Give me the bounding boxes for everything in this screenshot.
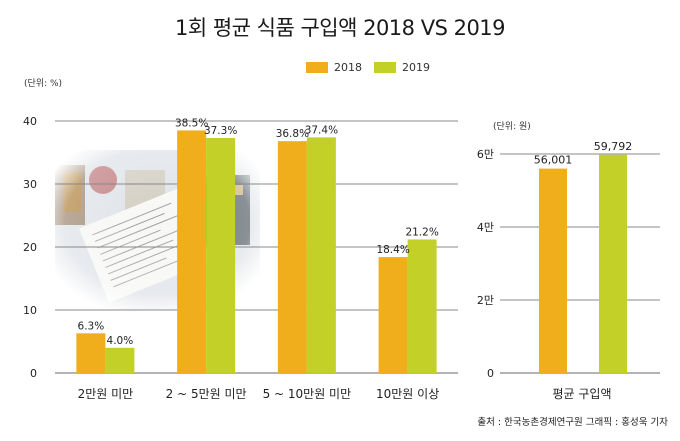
left-bar-chart: 0 10 20 30 40 6.3%4.0% 2만원 미만 38.5%37.3% 2 ~ 5만…	[23, 115, 458, 401]
left-bar-2019	[105, 347, 135, 373]
left-category-label: 10만원 이상	[376, 387, 439, 401]
left-data-label: 37.4%	[305, 124, 338, 136]
left-unit-label: (단위: %)	[24, 79, 63, 89]
legend-label-2019: 2019	[402, 61, 430, 74]
left-data-label: 38.5%	[175, 117, 208, 129]
left-data-label: 37.3%	[204, 125, 237, 137]
left-bar-2018	[277, 141, 307, 373]
legend: 2018 2019	[306, 61, 442, 74]
left-bars	[76, 130, 437, 373]
legend-label-2018: 2018	[334, 61, 362, 74]
chart-title: 1회 평균 식품 구입액 2018 VS 2019	[174, 16, 506, 40]
right-ytick-label: 4만	[477, 221, 494, 234]
left-bar-2019	[306, 137, 336, 373]
right-grid: 0 2만 4만 6만	[477, 148, 660, 380]
left-category-label: 5 ~ 10만원 미만	[263, 387, 352, 401]
left-bar-2018	[76, 333, 106, 373]
left-ytick-label: 30	[23, 178, 37, 191]
right-ytick-label: 0	[487, 367, 494, 380]
right-unit-label: (단위: 원)	[493, 122, 531, 132]
left-data-label: 21.2%	[405, 226, 438, 238]
left-bar-2018	[378, 257, 408, 373]
left-ytick-label: 40	[23, 115, 37, 128]
right-bar-chart: 0 2만 4만 6만 56,001 59,792 평균 구입액	[477, 140, 660, 401]
legend-swatch-2019	[374, 62, 396, 73]
left-category-label: 2만원 미만	[78, 387, 134, 401]
right-category-label: 평균 구입액	[552, 387, 611, 401]
left-ytick-label: 20	[23, 241, 37, 254]
legend-item-2019: 2019	[374, 61, 430, 74]
legend-swatch-2018	[306, 62, 328, 73]
right-data-label: 59,792	[594, 140, 633, 153]
left-bar-2018	[177, 130, 207, 373]
left-data-label: 36.8%	[276, 128, 309, 140]
left-ytick-label: 0	[30, 367, 37, 380]
left-data-label: 4.0%	[107, 335, 134, 347]
left-bar-2019	[206, 138, 236, 373]
source-credit: 출처 : 한국농촌경제연구원 그래픽 : 홍성욱 기자	[477, 417, 668, 428]
left-labels: 6.3%4.0% 2만원 미만 38.5%37.3% 2 ~ 5만원 미만 36.8%3…	[78, 117, 440, 401]
right-data-label: 56,001	[534, 154, 573, 167]
left-data-label: 6.3%	[78, 320, 105, 332]
right-bar-2019	[599, 154, 627, 373]
left-bar-2019	[407, 239, 437, 373]
right-bar-2018	[539, 168, 567, 373]
left-category-label: 2 ~ 5만원 미만	[166, 387, 247, 401]
left-ytick-label: 10	[23, 304, 37, 317]
legend-item-2018: 2018	[306, 61, 362, 74]
right-bars	[539, 154, 627, 373]
right-labels: 56,001 59,792 평균 구입액	[534, 140, 633, 401]
left-data-label: 18.4%	[376, 244, 409, 256]
right-ytick-label: 2만	[477, 294, 494, 307]
right-ytick-label: 6만	[477, 148, 494, 161]
